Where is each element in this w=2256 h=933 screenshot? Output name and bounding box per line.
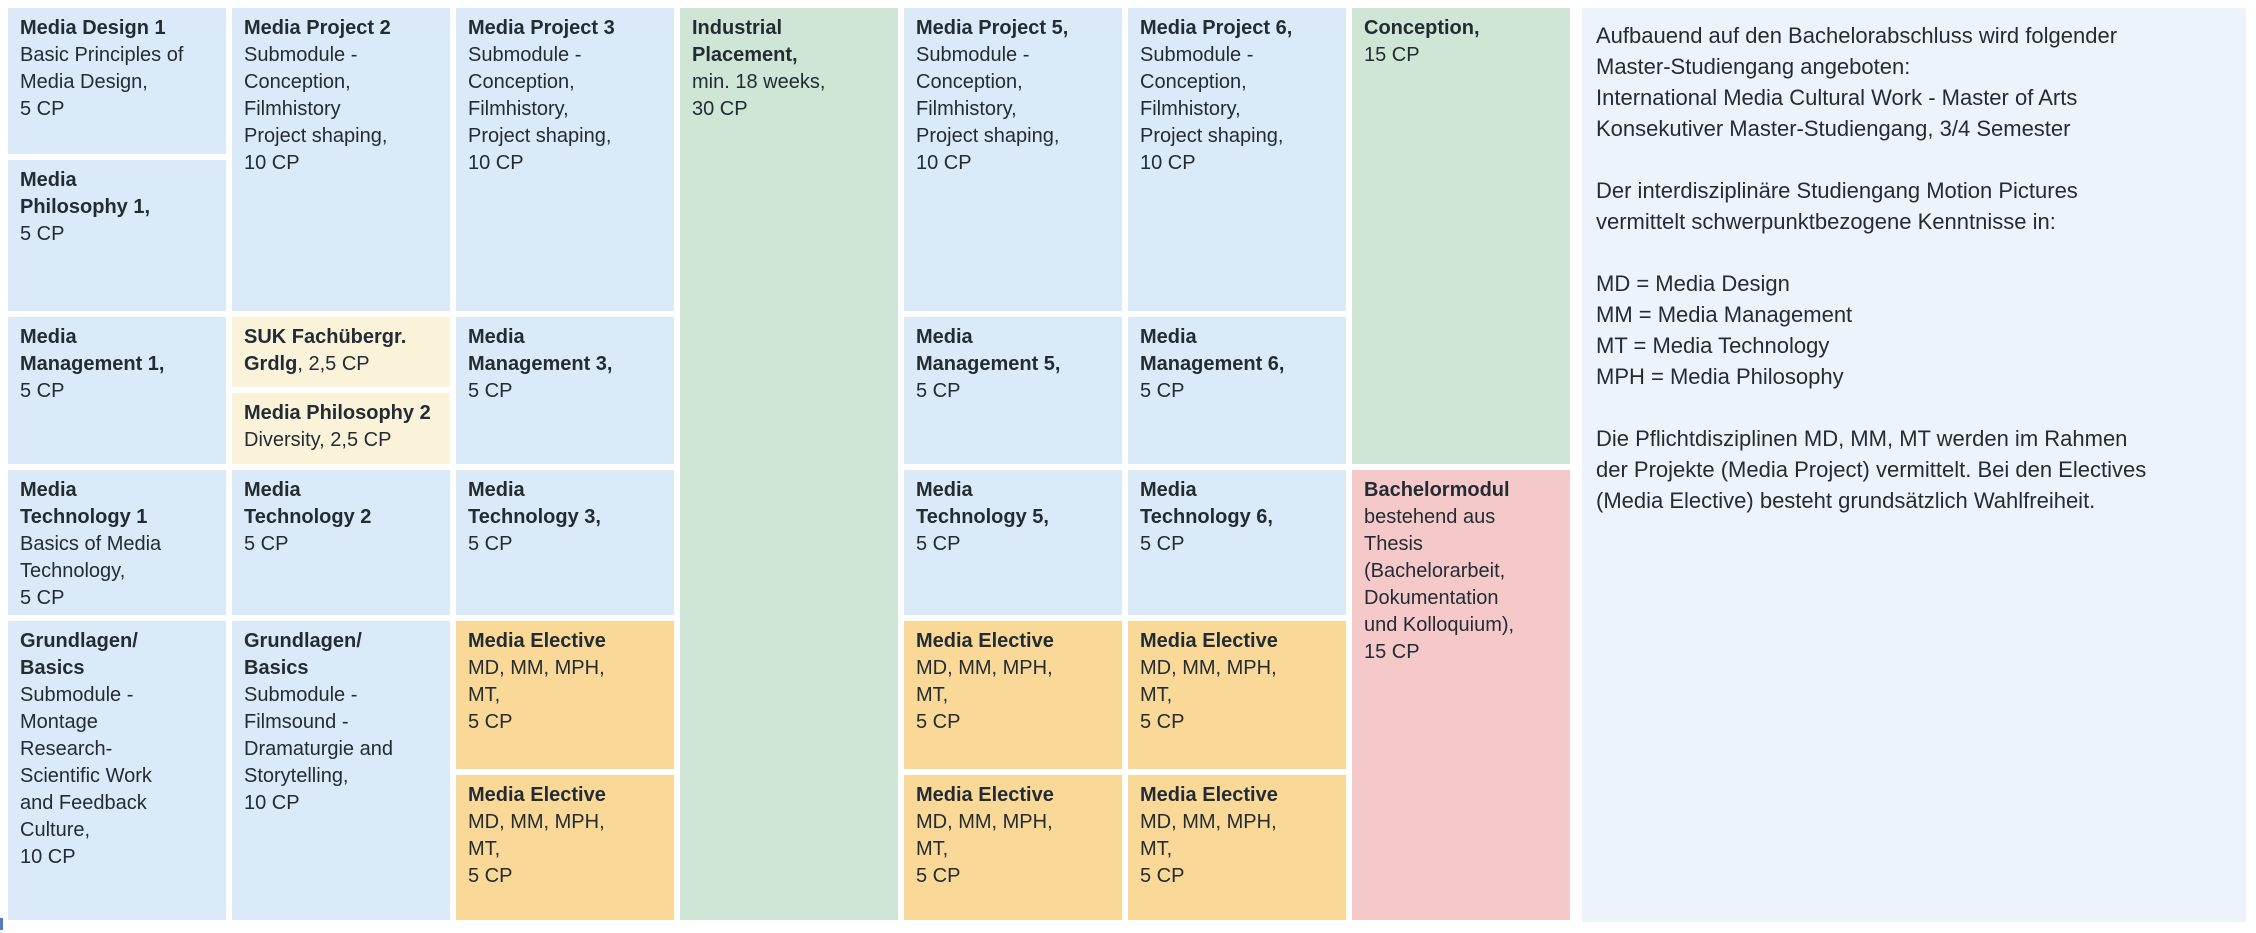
- module-title: Media Design 1: [20, 17, 166, 39]
- cell-media-elective-6a: Media Elective MD, MM, MPH, MT, 5 CP: [1128, 621, 1346, 769]
- cell-conception: Conception, 15 CP: [1352, 8, 1570, 464]
- module-title: Media Elective: [1140, 784, 1278, 806]
- module-detail: Basics of Media Technology, 5 CP: [20, 533, 162, 609]
- module-title: Media Project 3: [468, 17, 615, 39]
- cell-grundlagen-basics-1: Grundlagen/ Basics Submodule - Montage R…: [8, 621, 226, 920]
- module-title: Media Elective: [468, 784, 606, 806]
- module-detail: 15 CP: [1364, 44, 1420, 66]
- cell-media-technology-1: Media Technology 1 Basics of Media Techn…: [8, 470, 226, 615]
- module-title: Media Technology 1: [20, 479, 148, 528]
- cell-media-management-6: Media Management 6, 5 CP: [1128, 317, 1346, 464]
- module-detail: Submodule - Conception, Filmhistory, Pro…: [916, 44, 1060, 174]
- module-title: Media Technology 3,: [468, 479, 601, 528]
- module-detail: Diversity, 2,5 CP: [244, 429, 392, 451]
- cell-grundlagen-basics-2: Grundlagen/ Basics Submodule - Filmsound…: [232, 621, 450, 920]
- cell-media-project-3: Media Project 3 Submodule - Conception, …: [456, 8, 674, 311]
- module-detail: MD, MM, MPH, MT, 5 CP: [1140, 657, 1277, 733]
- cell-bachelormodul: Bachelormodul bestehend aus Thesis (Bach…: [1352, 470, 1570, 920]
- program-info-panel: Aufbauend auf den Bachelorabschluss wird…: [1582, 8, 2246, 922]
- cell-media-technology-3: Media Technology 3, 5 CP: [456, 470, 674, 615]
- cell-media-design-1: Media Design 1 Basic Principles of Media…: [8, 8, 226, 154]
- module-title: Media Elective: [468, 630, 606, 652]
- module-detail: MD, MM, MPH, MT, 5 CP: [468, 657, 605, 733]
- module-detail: 5 CP: [1140, 380, 1185, 402]
- cell-suk-fachuebergr-grdlg: SUK Fachübergr. Grdlg, 2,5 CP: [232, 317, 450, 387]
- cell-media-management-3: Media Management 3, 5 CP: [456, 317, 674, 464]
- module-title: Media Management 6,: [1140, 326, 1285, 375]
- cell-media-technology-2: Media Technology 2 5 CP: [232, 470, 450, 615]
- cell-media-technology-5: Media Technology 5, 5 CP: [904, 470, 1122, 615]
- cell-media-project-6: Media Project 6, Submodule - Conception,…: [1128, 8, 1346, 311]
- module-title: Media Elective: [916, 630, 1054, 652]
- cell-media-elective-3b: Media Elective MD, MM, MPH, MT, 5 CP: [456, 775, 674, 920]
- module-detail: , 2,5 CP: [297, 353, 370, 375]
- module-title: Media Elective: [916, 784, 1054, 806]
- module-title: Grundlagen/ Basics: [244, 630, 362, 679]
- module-detail: 5 CP: [468, 380, 513, 402]
- cell-media-management-5: Media Management 5, 5 CP: [904, 317, 1122, 464]
- module-title: Media Technology 6,: [1140, 479, 1273, 528]
- module-title: Bachelormodul: [1364, 479, 1510, 501]
- cell-media-philosophy-1: Media Philosophy 1, 5 CP: [8, 160, 226, 311]
- module-title: Media Management 3,: [468, 326, 613, 375]
- module-title: SUK Fachübergr. Grdlg: [244, 326, 407, 375]
- module-detail: MD, MM, MPH, MT, 5 CP: [1140, 811, 1277, 887]
- cell-media-elective-5b: Media Elective MD, MM, MPH, MT, 5 CP: [904, 775, 1122, 920]
- module-detail: 5 CP: [1140, 533, 1185, 555]
- module-title: Media Project 2: [244, 17, 391, 39]
- module-title: Industrial Placement,: [692, 17, 798, 66]
- curriculum-grid: Media Design 1 Basic Principles of Media…: [8, 8, 1570, 920]
- cell-media-elective-3a: Media Elective MD, MM, MPH, MT, 5 CP: [456, 621, 674, 769]
- cell-industrial-placement: Industrial Placement, min. 18 weeks, 30 …: [680, 8, 898, 920]
- module-detail: Submodule - Montage Research- Scientific…: [20, 684, 152, 868]
- module-detail: Submodule - Conception, Filmhistory, Pro…: [468, 44, 612, 174]
- module-detail: 5 CP: [244, 533, 289, 555]
- module-detail: Basic Principles of Media Design, 5 CP: [20, 44, 184, 120]
- module-title: Media Philosophy 1,: [20, 169, 151, 218]
- module-detail: Submodule - Conception, Filmhistory, Pro…: [1140, 44, 1284, 174]
- module-title: Grundlagen/ Basics: [20, 630, 138, 679]
- module-detail: 5 CP: [468, 533, 513, 555]
- module-title: Media Management 5,: [916, 326, 1061, 375]
- module-title: Conception,: [1364, 17, 1480, 39]
- module-detail: 5 CP: [916, 380, 961, 402]
- module-detail: MD, MM, MPH, MT, 5 CP: [916, 657, 1053, 733]
- module-detail: Submodule - Conception, Filmhistory Proj…: [244, 44, 388, 174]
- module-title: Media Technology 2: [244, 479, 372, 528]
- cell-media-project-5: Media Project 5, Submodule - Conception,…: [904, 8, 1122, 311]
- cell-media-elective-6b: Media Elective MD, MM, MPH, MT, 5 CP: [1128, 775, 1346, 920]
- page-edge-mark: [0, 918, 3, 930]
- module-title: Media Elective: [1140, 630, 1278, 652]
- module-detail: min. 18 weeks, 30 CP: [692, 71, 826, 120]
- module-detail: 5 CP: [20, 223, 65, 245]
- module-detail: MD, MM, MPH, MT, 5 CP: [468, 811, 605, 887]
- module-detail: 5 CP: [20, 380, 65, 402]
- module-detail: 5 CP: [916, 533, 961, 555]
- cell-media-management-1: Media Management 1, 5 CP: [8, 317, 226, 464]
- cell-media-technology-6: Media Technology 6, 5 CP: [1128, 470, 1346, 615]
- module-title: Media Project 6,: [1140, 17, 1293, 39]
- module-detail: MD, MM, MPH, MT, 5 CP: [916, 811, 1053, 887]
- module-detail: Submodule - Filmsound - Dramaturgie and …: [244, 684, 393, 814]
- module-title: Media Project 5,: [916, 17, 1069, 39]
- cell-media-project-2: Media Project 2 Submodule - Conception, …: [232, 8, 450, 311]
- cell-media-elective-5a: Media Elective MD, MM, MPH, MT, 5 CP: [904, 621, 1122, 769]
- module-detail: bestehend aus Thesis (Bachelorarbeit, Do…: [1364, 506, 1515, 663]
- cell-media-philosophy-2: Media Philosophy 2 Diversity, 2,5 CP: [232, 393, 450, 464]
- module-title: Media Management 1,: [20, 326, 165, 375]
- module-title: Media Technology 5,: [916, 479, 1049, 528]
- module-title: Media Philosophy 2: [244, 402, 431, 424]
